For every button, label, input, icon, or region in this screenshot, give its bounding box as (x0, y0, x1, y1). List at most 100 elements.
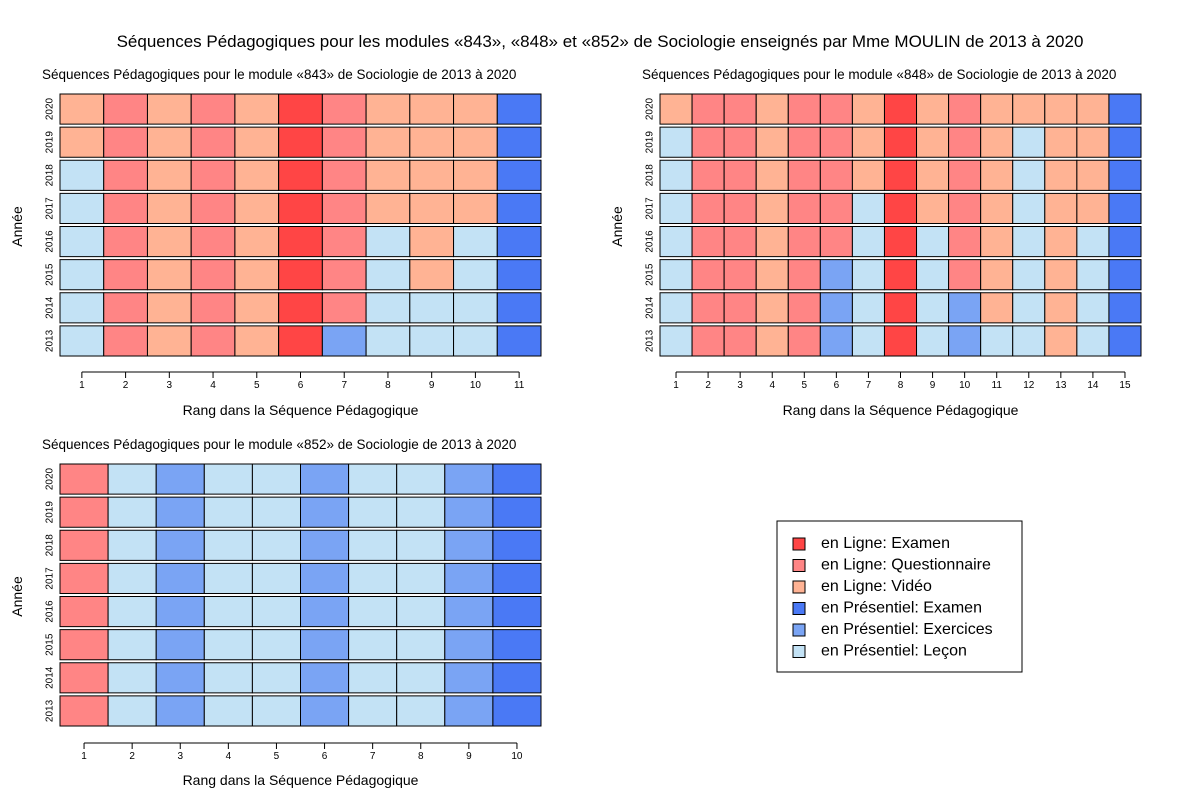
heatmap-cell (155, 596, 205, 628)
year-tick-label: 2015 (45, 633, 56, 656)
heatmap-cell (146, 159, 192, 191)
heatmap-cell (496, 325, 542, 357)
heatmap-cell (251, 463, 301, 495)
heatmap-cell (980, 292, 1014, 324)
heatmap-cell (234, 159, 280, 191)
heatmap-cell (851, 259, 885, 291)
heatmap-cell (819, 325, 853, 357)
heatmap-cell (409, 93, 455, 125)
x-tick-label: 13 (1055, 380, 1067, 391)
heatmap-cell (691, 159, 725, 191)
x-tick-label: 2 (705, 380, 711, 391)
heatmap-cell (409, 226, 455, 258)
x-tick-label: 3 (167, 380, 173, 391)
heatmap-cell (190, 292, 236, 324)
heatmap-cell (103, 126, 148, 158)
heatmap-cell (691, 93, 725, 125)
heatmap-cell (251, 562, 301, 595)
heatmap-cell (409, 159, 455, 191)
legend-swatch (792, 623, 806, 637)
heatmap-cell (203, 629, 253, 661)
heatmap-cell (916, 93, 950, 125)
heatmap-cell (234, 259, 280, 291)
heatmap-cell (1076, 192, 1110, 225)
heatmap-cell (146, 292, 192, 324)
heatmap-cell (453, 325, 498, 357)
heatmap-cell (1012, 292, 1046, 324)
heatmap-cell (723, 226, 757, 258)
year-tick-label: 2020 (45, 98, 56, 121)
heatmap-cell (190, 259, 236, 291)
heatmap-cell (819, 226, 853, 258)
heatmap-cell (365, 259, 411, 291)
heatmap-cell (492, 662, 542, 694)
heatmap-cell (851, 159, 885, 191)
x-tick-label: 2 (123, 380, 129, 391)
heatmap-cell (396, 695, 446, 727)
heatmap-cell (1012, 325, 1046, 357)
x-tick-label: 9 (466, 751, 472, 762)
heatmap-cell (348, 662, 398, 694)
heatmap-cell (107, 662, 157, 694)
heatmap-cell (755, 192, 789, 225)
year-tick-label: 2019 (45, 131, 56, 154)
heatmap-cell (348, 562, 398, 595)
heatmap-cell (723, 325, 757, 357)
heatmap-cell (365, 93, 411, 125)
heatmap-cell (492, 496, 542, 528)
year-tick-label: 2014 (45, 666, 56, 689)
heatmap-cell (59, 93, 105, 125)
heatmap-cell (1076, 325, 1110, 357)
heatmap-cell (948, 126, 982, 158)
year-tick-label: 2019 (45, 501, 56, 524)
heatmap-cell (496, 126, 542, 158)
heatmap-cell (409, 259, 455, 291)
heatmap-cell (755, 292, 789, 324)
heatmap-cell (103, 93, 148, 125)
heatmap-cell (1108, 159, 1142, 191)
legend-box (776, 520, 1023, 673)
heatmap-cell (691, 292, 725, 324)
year-tick-label: 2013 (645, 329, 656, 352)
heatmap-cell (234, 192, 280, 225)
heatmap-cell (755, 126, 789, 158)
heatmap-cell (409, 292, 455, 324)
heatmap-cell (300, 695, 350, 727)
heatmap-cell (278, 93, 323, 125)
heatmap-cell (659, 259, 693, 291)
heatmap-cell (365, 159, 411, 191)
x-tick-label: 4 (226, 751, 232, 762)
heatmap-cell (980, 325, 1014, 357)
heatmap-cell (234, 126, 280, 158)
heatmap-cell (107, 463, 157, 495)
heatmap-cell (755, 325, 789, 357)
heatmap-cell (444, 562, 494, 595)
heatmap-cell (103, 159, 148, 191)
heatmap-cell (453, 226, 498, 258)
legend-label: en Présentiel: Examen (821, 600, 982, 617)
x-tick-label: 5 (254, 380, 260, 391)
legend: en Ligne: Examen en Ligne: Questionnaire e… (776, 520, 1023, 673)
heatmap-cell (691, 126, 725, 158)
heatmap-cell (59, 662, 109, 694)
heatmap-cell (496, 93, 542, 125)
heatmap-cell (492, 463, 542, 495)
heatmap-cell (980, 93, 1014, 125)
heatmap-cell (103, 259, 148, 291)
x-tick-label: 5 (274, 751, 280, 762)
heatmap-cell (851, 226, 885, 258)
year-tick-label: 2015 (45, 263, 56, 286)
heatmap-cell (948, 325, 982, 357)
year-tick-label: 2017 (45, 197, 56, 220)
x-tick-label: 7 (866, 380, 872, 391)
heatmap-cell (59, 463, 109, 495)
heatmap-cell (203, 562, 253, 595)
x-tick-label: 8 (898, 380, 904, 391)
heatmap-cell (107, 562, 157, 595)
heatmap-cell (59, 596, 109, 628)
heatmap-cell (155, 562, 205, 595)
x-axis-label: Rang dans la Séquence Pédagogique (183, 772, 419, 788)
heatmap-cell (203, 695, 253, 727)
heatmap-cell (409, 325, 455, 357)
x-tick-label: 11 (514, 380, 525, 391)
